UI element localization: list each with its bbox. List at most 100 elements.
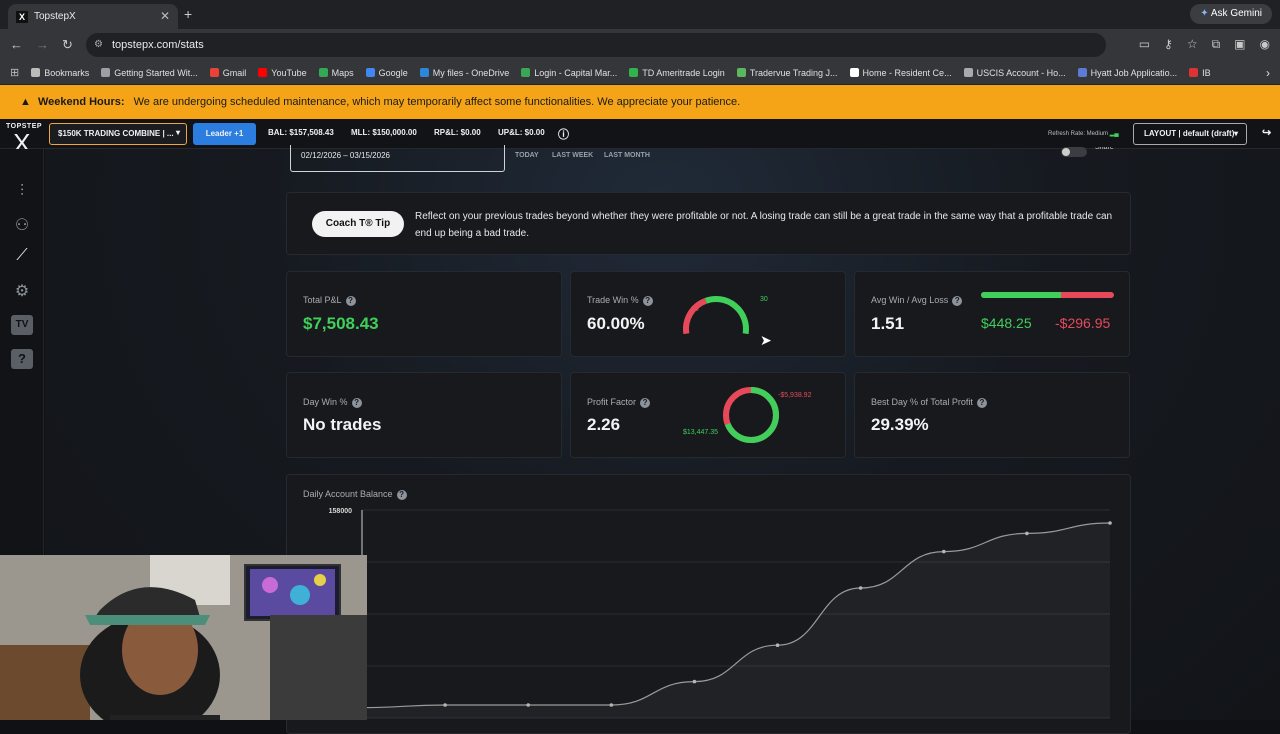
bookmark-item[interactable]: YouTube: [258, 67, 307, 78]
gear-icon[interactable]: ⚙: [14, 283, 30, 300]
total-pnl-card: Total P&L? $7,508.43: [286, 271, 562, 357]
coach-tip-button[interactable]: Coach T® Tip: [312, 211, 404, 237]
bookmark-item[interactable]: Tradervue Trading J...: [736, 68, 838, 78]
leader-label: Leader +1: [205, 129, 244, 138]
chart-candles-icon[interactable]: ⫶: [19, 183, 24, 200]
bookmark-item[interactable]: Hyatt Job Applicatio...: [1077, 68, 1177, 78]
forward-arrow-icon[interactable]: →: [36, 37, 49, 52]
help-icon[interactable]: ?: [952, 295, 963, 306]
stats-icon[interactable]: ⟋: [16, 247, 28, 264]
balance-point[interactable]: [941, 549, 946, 554]
cast-icon[interactable]: ▭: [1138, 37, 1151, 51]
balance-point[interactable]: [775, 643, 780, 647]
bookmark-item[interactable]: Bookmarks: [31, 68, 89, 78]
avg-label-wrap: Avg Win / Avg Loss?: [871, 295, 963, 306]
bookmark-item[interactable]: Maps: [318, 68, 354, 78]
trade-win-gauge: [683, 296, 749, 335]
day-win-value: No trades: [303, 415, 382, 434]
bookmark-label: Gmail: [222, 67, 247, 78]
balance-point[interactable]: [443, 703, 447, 707]
bookmark-item[interactable]: IB: [1189, 68, 1211, 78]
gemini-icon: ✦: [1200, 8, 1211, 19]
day-win-label-wrap: Day Win %?: [303, 397, 362, 408]
daily-balance-label-wrap: Daily Account Balance?: [303, 489, 407, 500]
bookmark-item[interactable]: USCIS Account - Ho...: [963, 68, 1066, 78]
close-tab-icon[interactable]: ✕: [159, 9, 170, 23]
address-bar[interactable]: ⚙ topstepx.com/stats: [86, 33, 1106, 57]
balance-point[interactable]: [1025, 531, 1029, 536]
bookmark-item[interactable]: Getting Started Wit...: [101, 68, 198, 78]
bookmark-label: Home - Resident Ce...: [862, 67, 952, 78]
info-icon[interactable]: ⓘ: [558, 129, 569, 141]
last-month-button[interactable]: LAST MONTH: [604, 152, 650, 159]
bookmark-item[interactable]: Gmail: [209, 67, 247, 78]
trade-win-label-wrap: Trade Win %?: [587, 295, 653, 306]
users-icon[interactable]: ⚇: [14, 217, 30, 234]
layout-selector[interactable]: LAYOUT | default (draft) ▾: [1133, 123, 1247, 145]
profit-factor-donut: [723, 387, 779, 443]
apps-grid-icon[interactable]: ⊞: [10, 67, 20, 79]
new-tab-icon[interactable]: +: [184, 6, 193, 22]
reload-icon[interactable]: ↻: [62, 37, 73, 52]
coach-tip-card: Coach T® Tip Reflect on your previous tr…: [286, 192, 1131, 255]
banner-title: Weekend Hours:: [37, 96, 125, 108]
wifi-icon: ▂▄: [1109, 131, 1119, 137]
last-week-button[interactable]: LAST WEEK: [552, 152, 594, 159]
balance-point[interactable]: [609, 703, 614, 707]
account-selector[interactable]: $150K TRADING COMBINE | ... ▾: [49, 123, 187, 145]
refresh-rate-label: Refresh Rate: Medium: [1048, 131, 1109, 137]
help-icon[interactable]: ?: [976, 397, 987, 408]
today-button[interactable]: TODAY: [515, 152, 539, 159]
bookmark-item[interactable]: My files - OneDrive: [419, 68, 509, 78]
balance-point[interactable]: [858, 586, 863, 590]
ask-gemini-button[interactable]: ✦ Ask Gemini: [1190, 4, 1272, 24]
bookmark-favicon-icon: [629, 68, 639, 77]
donut-win-ring: [723, 387, 779, 443]
bookmark-item[interactable]: Home - Resident Ce...: [849, 67, 952, 78]
help-icon[interactable]: ?: [345, 295, 356, 306]
bookmarks-overflow-icon[interactable]: ›: [1266, 65, 1270, 80]
bookmark-label: YouTube: [271, 67, 307, 78]
chevron-down-icon: ▾: [175, 128, 180, 137]
star-icon[interactable]: ☆: [1186, 37, 1198, 51]
bookmark-label: Google: [378, 67, 408, 78]
help-icon[interactable]: ?: [396, 489, 407, 500]
avg-win-bar-fill: [981, 292, 1061, 298]
share-toggle[interactable]: [1061, 147, 1087, 157]
key-icon[interactable]: ⚷: [1164, 37, 1173, 51]
sidepanel-icon[interactable]: ▣: [1234, 37, 1246, 51]
logout-icon[interactable]: ↪: [1262, 127, 1272, 139]
bookmark-label: Getting Started Wit...: [114, 67, 198, 78]
best-day-label: Best Day % of Total Profit: [871, 397, 973, 407]
account-name: $150K TRADING COMBINE | ...: [58, 129, 174, 138]
bookmark-item[interactable]: Login - Capital Mar...: [521, 68, 617, 78]
balance-point[interactable]: [1108, 521, 1112, 525]
best-day-label-wrap: Best Day % of Total Profit?: [871, 397, 987, 408]
bookmark-favicon-icon: [101, 68, 111, 77]
profile-icon[interactable]: ◉: [1259, 37, 1270, 51]
warning-icon: ▲: [20, 96, 31, 108]
tv-icon[interactable]: TV: [11, 315, 33, 335]
browser-tab[interactable]: X TopstepX ✕: [8, 4, 178, 29]
site-info-icon[interactable]: ⚙: [94, 39, 103, 50]
balance-series-line: [361, 522, 1111, 709]
bookmark-favicon-icon: [419, 68, 429, 77]
balance-point[interactable]: [692, 679, 697, 684]
balance-point[interactable]: [526, 703, 531, 707]
bookmark-label: TD Ameritrade Login: [642, 67, 725, 78]
help-icon[interactable]: ?: [351, 397, 362, 408]
bookmark-label: IB: [1202, 67, 1211, 78]
help-icon[interactable]: ?: [11, 349, 33, 369]
logo-top-text: TOPSTEP: [6, 123, 43, 130]
gauge-win-arc: [704, 296, 749, 335]
bookmark-item[interactable]: TD Ameritrade Login: [629, 68, 725, 78]
help-icon[interactable]: ?: [642, 295, 653, 306]
extensions-icon[interactable]: ⧉: [1211, 37, 1221, 51]
back-arrow-icon[interactable]: ←: [10, 37, 23, 52]
date-range-input[interactable]: 02/12/2026 – 03/15/2026: [290, 145, 505, 172]
bookmark-item[interactable]: Google: [365, 67, 408, 78]
toggle-knob: [1062, 148, 1070, 156]
help-icon[interactable]: ?: [640, 397, 651, 408]
leader-button[interactable]: Leader +1: [193, 123, 256, 145]
layout-label: LAYOUT | default (draft): [1144, 129, 1235, 138]
